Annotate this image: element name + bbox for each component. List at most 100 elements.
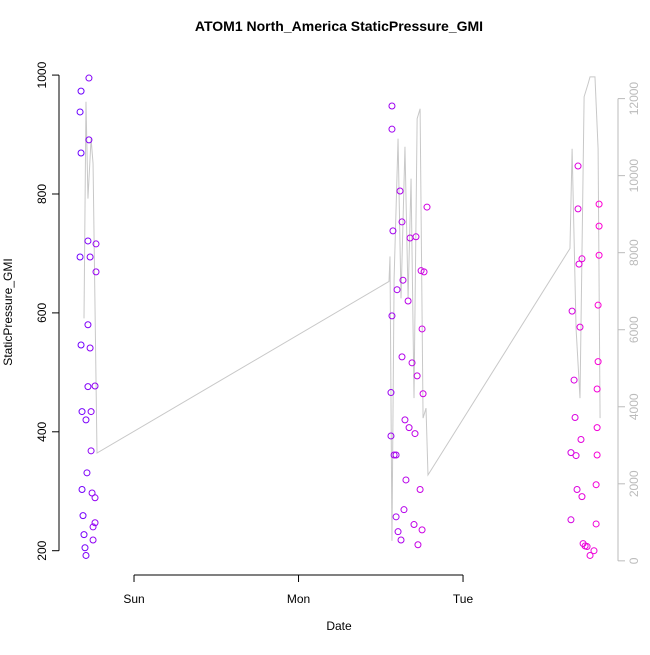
data-point [91,519,99,527]
y-axis-label: StaticPressure_GMI [1,258,15,365]
data-point [592,520,600,528]
data-point [79,512,87,520]
data-point [91,382,99,390]
data-point [402,476,410,484]
data-point [393,286,401,294]
data-point [387,432,395,440]
data-point [401,416,409,424]
y-tick-label: 1000 [35,61,49,88]
data-point [86,344,94,352]
y2-tick-label: 6000 [627,316,641,343]
data-point [413,372,421,380]
data-point [570,376,578,384]
data-point [594,358,602,366]
data-point [78,408,86,416]
data-point [592,481,600,489]
data-point [390,451,398,459]
data-point [423,203,431,211]
data-point [84,237,92,245]
data-point [574,205,582,213]
data-point [91,494,99,502]
data-point [590,547,598,555]
data-point [92,240,100,248]
data-point [418,526,426,534]
data-point [387,389,395,397]
data-point [399,276,407,284]
data-point [593,451,601,459]
data-point [573,485,581,493]
data-point [77,87,85,95]
data-point [86,253,94,261]
data-point [87,408,95,416]
data-point [84,383,92,391]
y2-tick-label: 10000 [627,159,641,193]
data-point [82,551,90,559]
data-point [595,222,603,230]
y-tick-label: 800 [35,184,49,204]
data-point [595,251,603,259]
data-point [92,268,100,276]
data-point [392,451,400,459]
data-point [576,323,584,331]
y-tick-label: 600 [35,303,49,323]
y-tick-label: 200 [35,540,49,560]
y-tick-label: 400 [35,421,49,441]
data-point [575,260,583,268]
data-point [77,341,85,349]
data-point [83,469,91,477]
x-tick-label: Tue [453,592,474,606]
y2-tick-label: 2000 [627,470,641,497]
data-point [419,390,427,398]
data-point [85,74,93,82]
data-point [78,485,86,493]
data-point [76,108,84,116]
data-point [578,255,586,263]
data-point [404,297,412,305]
data-point [593,424,601,432]
data-point [410,521,418,529]
data-point [89,536,97,544]
data-point [89,523,97,531]
data-point [76,253,84,261]
y2-tick-label: 0 [627,557,641,564]
data-point [593,385,601,393]
data-point [81,544,89,552]
data-point [388,125,396,133]
data-point [583,543,591,551]
data-point [82,416,90,424]
data-point [594,301,602,309]
data-point [595,200,603,208]
data-point [87,447,95,455]
x-tick-label: Mon [287,592,310,606]
data-point [397,536,405,544]
data-point [388,102,396,110]
x-axis-label: Date [326,619,352,633]
data-point [572,452,580,460]
data-point [416,485,424,493]
data-point [420,268,428,276]
data-point [77,149,85,157]
chart-title: ATOM1 North_America StaticPressure_GMI [195,18,483,34]
x-tick-label: Sun [123,592,144,606]
data-point [568,307,576,315]
data-point [411,430,419,438]
data-point [398,353,406,361]
y2-tick-label: 12000 [627,82,641,116]
data-point [567,449,575,457]
data-point [85,136,93,144]
data-point [405,424,413,432]
data-point [396,187,404,195]
data-point [567,516,575,524]
data-point [394,528,402,536]
data-point [400,506,408,514]
data-point [586,551,594,559]
data-point [80,531,88,539]
data-point [574,162,582,170]
data-line [83,76,601,541]
data-point [418,325,426,333]
data-point [398,218,406,226]
data-point [389,227,397,235]
data-point [388,312,396,320]
y2-tick-label: 4000 [627,393,641,420]
